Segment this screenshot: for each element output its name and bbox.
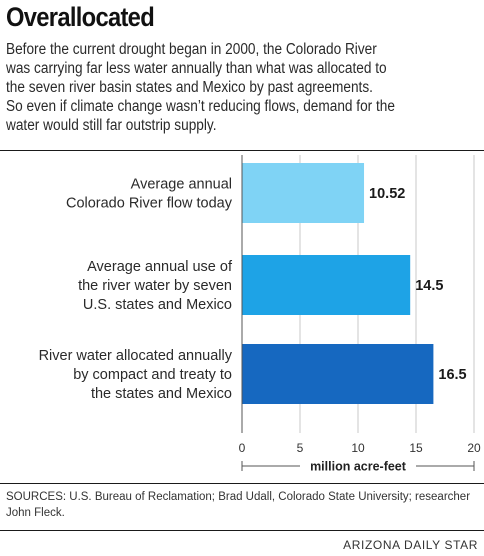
top-divider: [0, 150, 484, 151]
x-tick-label: 20: [467, 441, 481, 455]
bar-value-label: 10.52: [369, 186, 405, 202]
bar-value-label: 16.5: [438, 367, 466, 383]
footer-divider-bottom: [0, 530, 484, 531]
bar-chart: 0 5 10 15 20 10.52 Average annual Colorado Rive…: [39, 155, 481, 474]
category-label: Average annual use of: [87, 259, 233, 275]
sources-note: SOURCES: U.S. Bureau of Reclamation; Bra…: [6, 491, 471, 519]
intro-line: the seven river basin states and Mexico …: [6, 79, 373, 96]
footer-divider-top: [0, 483, 484, 484]
chart-title: Overallocated: [6, 2, 155, 32]
category-label: the river water by seven: [78, 278, 232, 294]
bar: [242, 163, 365, 223]
x-tick-label: 5: [297, 441, 304, 455]
intro-text: Before the current drought began in 2000…: [6, 40, 464, 135]
x-tick-label: 15: [409, 441, 423, 455]
x-tick-label: 10: [351, 441, 365, 455]
publisher-credit: ARIZONA DAILY STAR: [343, 538, 478, 552]
intro-line: was carrying far less water annually tha…: [6, 60, 387, 77]
x-axis-title: million acre-feet: [310, 460, 407, 474]
x-tick-label: 0: [239, 441, 246, 455]
category-label: by compact and treaty to: [73, 367, 232, 383]
category-label: the states and Mexico: [91, 386, 232, 402]
intro-line: water would still far outstrip supply.: [6, 117, 217, 134]
intro-line: Before the current drought began in 2000…: [6, 41, 377, 58]
bar: [242, 344, 434, 404]
category-label: Average annual: [131, 177, 232, 193]
intro-line: So even if climate change wasn’t reducin…: [6, 98, 395, 115]
category-label: River water allocated annually: [39, 348, 233, 364]
bar-value-label: 14.5: [415, 278, 443, 294]
category-label: Colorado River flow today: [66, 196, 233, 212]
category-label: U.S. states and Mexico: [83, 297, 232, 313]
bar: [242, 255, 411, 315]
